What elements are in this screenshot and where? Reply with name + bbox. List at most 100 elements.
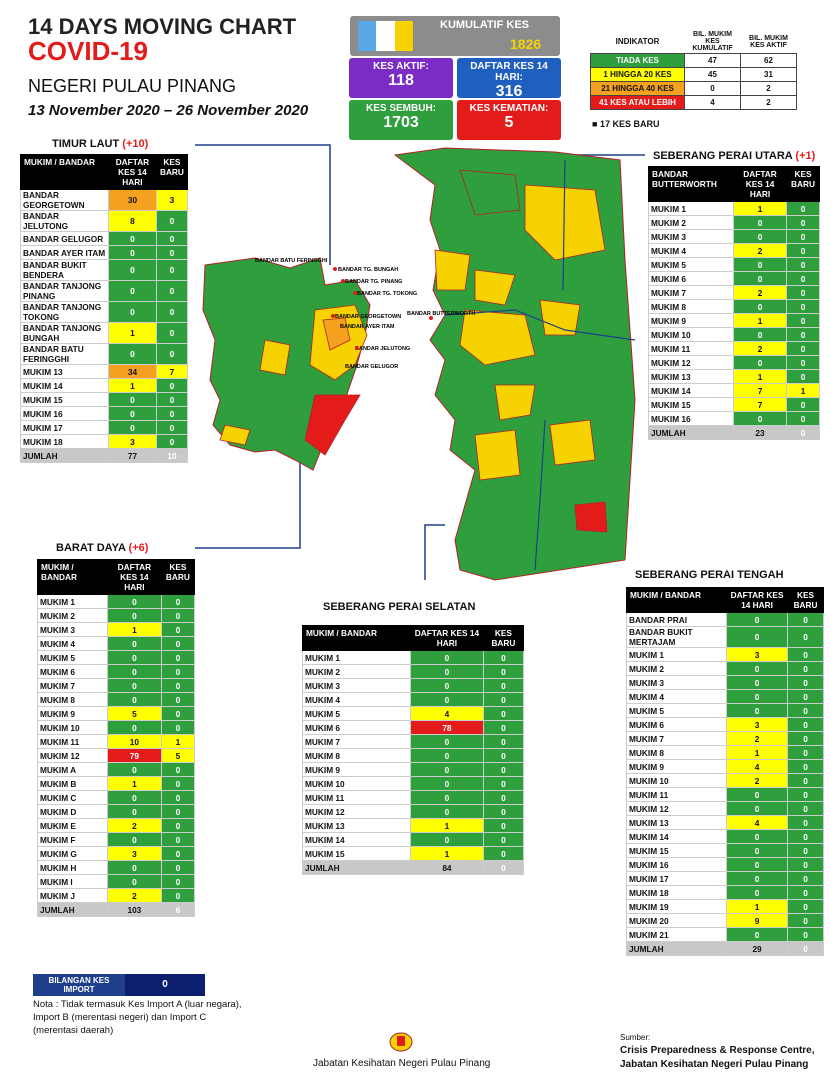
bd-row-val-1: 0 — [107, 832, 162, 847]
sembuh-label: KES SEMBUH: — [365, 103, 436, 114]
ind-h0: INDIKATOR — [615, 37, 660, 46]
ind-val-a: 4 — [684, 95, 741, 110]
sps-row-val-1: 0 — [410, 664, 484, 679]
map-label-2: BANDAR TG. PINANG — [345, 279, 402, 285]
sps-row-label: MUKIM 7 — [302, 734, 411, 749]
sps-row-val-1: 0 — [410, 650, 484, 665]
spu-row-val-2: 0 — [786, 243, 820, 258]
bd-row-val-2: 5 — [160, 748, 196, 763]
spt-row-val-1: 0 — [725, 661, 789, 676]
spu-row-val-2: 0 — [786, 341, 820, 356]
spu-row-label: MUKIM 9 — [648, 313, 734, 328]
sps-row-label: MUKIM 2 — [302, 664, 411, 679]
bd-row: MUKIM 10 0 0 — [37, 720, 196, 735]
sps-row-val-1: 78 — [410, 720, 484, 735]
bd-row-val-2: 0 — [160, 594, 196, 609]
bd-row-val-2: 0 — [160, 636, 196, 651]
ind-label: 1 HINGGA 20 KES — [590, 67, 685, 82]
tl-row-val-1: 1 — [108, 378, 157, 393]
sps-row-label: MUKIM 4 — [302, 692, 411, 707]
bd-row-label: MUKIM 7 — [37, 678, 108, 693]
spu-row-label: MUKIM 4 — [648, 243, 734, 258]
bd-row-val-1: 0 — [107, 720, 162, 735]
tl-row-val-2: 0 — [155, 280, 189, 302]
tl-row-val-1: 3 — [108, 434, 157, 449]
spu-row: MUKIM 11 2 0 — [648, 341, 820, 356]
sps-row: MUKIM 15 1 0 — [302, 846, 525, 861]
title-state: NEGERI PULAU PINANG — [28, 76, 237, 96]
tl-row-val-2: 0 — [155, 259, 189, 281]
tl-row-label: MUKIM 16 — [20, 406, 109, 421]
tl-row: BANDAR TANJONG PINANG 0 0 — [20, 280, 189, 302]
bd-row-val-2: 0 — [160, 622, 196, 637]
tl-row-val-2: 0 — [155, 392, 189, 407]
bd-row: JUMLAH 103 6 — [37, 902, 196, 917]
map-label-5: BANDAR AYER ITAM — [340, 324, 395, 330]
sps-row-label: MUKIM 12 — [302, 804, 411, 819]
bd-row-val-1: 0 — [107, 790, 162, 805]
spt-row-label: MUKIM 12 — [626, 801, 727, 816]
bd-row-label: MUKIM F — [37, 832, 108, 847]
spt-row-val-1: 0 — [725, 689, 789, 704]
bd-row-label: MUKIM I — [37, 874, 108, 889]
tl-row-val-1: 8 — [108, 210, 157, 232]
tl-title-text: TIMUR LAUT — [52, 138, 120, 150]
spt-row-val-1: 2 — [725, 731, 789, 746]
tl-row-val-2: 0 — [155, 231, 189, 246]
district-map: BANDAR BATU FERINGGHI BANDAR TG. BUNGAH … — [195, 144, 645, 581]
sps-row-label: MUKIM 8 — [302, 748, 411, 763]
bd-row-val-2: 6 — [160, 902, 196, 917]
sembuh-value: 1703 — [383, 114, 419, 131]
spt-row-label: MUKIM 7 — [626, 731, 727, 746]
spt-row-label: MUKIM 20 — [626, 913, 727, 928]
bd-row-val-1: 10 — [107, 734, 162, 749]
spt-row-val-2: 0 — [787, 843, 824, 858]
spt-row-val-2: 0 — [787, 885, 824, 900]
tl-row-val-1: 0 — [108, 343, 157, 365]
spu-row-val-1: 2 — [732, 243, 788, 258]
bd-row-val-2: 0 — [160, 874, 196, 889]
spt-row: MUKIM 10 2 0 — [626, 773, 824, 788]
spt-row-val-2: 0 — [787, 871, 824, 886]
tl-row-label: BANDAR TANJONG TOKONG — [20, 301, 109, 323]
sps-row: MUKIM 12 0 0 — [302, 804, 525, 819]
import-label: BILANGAN KES IMPORT — [33, 974, 125, 996]
sps-row: MUKIM 6 78 0 — [302, 720, 525, 735]
tl-row: BANDAR BUKIT BENDERA 0 0 — [20, 259, 189, 281]
spu-plus: (+1) — [795, 150, 816, 162]
tl-row-label: MUKIM 15 — [20, 392, 109, 407]
tl-row: MUKIM 18 3 0 — [20, 434, 189, 449]
spt-row-val-1: 0 — [725, 871, 789, 886]
tl-row: BANDAR TANJONG BUNGAH 1 0 — [20, 322, 189, 344]
bd-row-val-1: 0 — [107, 804, 162, 819]
spu-row-label: MUKIM 5 — [648, 257, 734, 272]
tl-row-label: BANDAR BATU FERINGGHI — [20, 343, 109, 365]
spt-row-label: MUKIM 15 — [626, 843, 727, 858]
ind-val-a: 45 — [684, 67, 741, 82]
title-line2: COVID-19 — [28, 36, 148, 66]
spt-row-val-1: 0 — [725, 787, 789, 802]
bd-header-0: MUKIM / BANDAR — [37, 559, 108, 595]
sps-header-2: KES BARU — [482, 625, 525, 651]
sps-row-val-1: 0 — [410, 832, 484, 847]
spu-row-val-1: 7 — [732, 383, 788, 398]
sps-row-label: MUKIM 1 — [302, 650, 411, 665]
sps-row-val-2: 0 — [482, 706, 525, 721]
spt-header-1: DAFTAR KES 14 HARI — [725, 587, 789, 613]
sps-header-0: MUKIM / BANDAR — [302, 625, 411, 651]
bd-row-label: MUKIM 9 — [37, 706, 108, 721]
sps-row-label: MUKIM 3 — [302, 678, 411, 693]
ind-val-b: 31 — [740, 67, 797, 82]
spt-row-val-1: 3 — [725, 647, 789, 662]
sps-row-val-1: 0 — [410, 762, 484, 777]
